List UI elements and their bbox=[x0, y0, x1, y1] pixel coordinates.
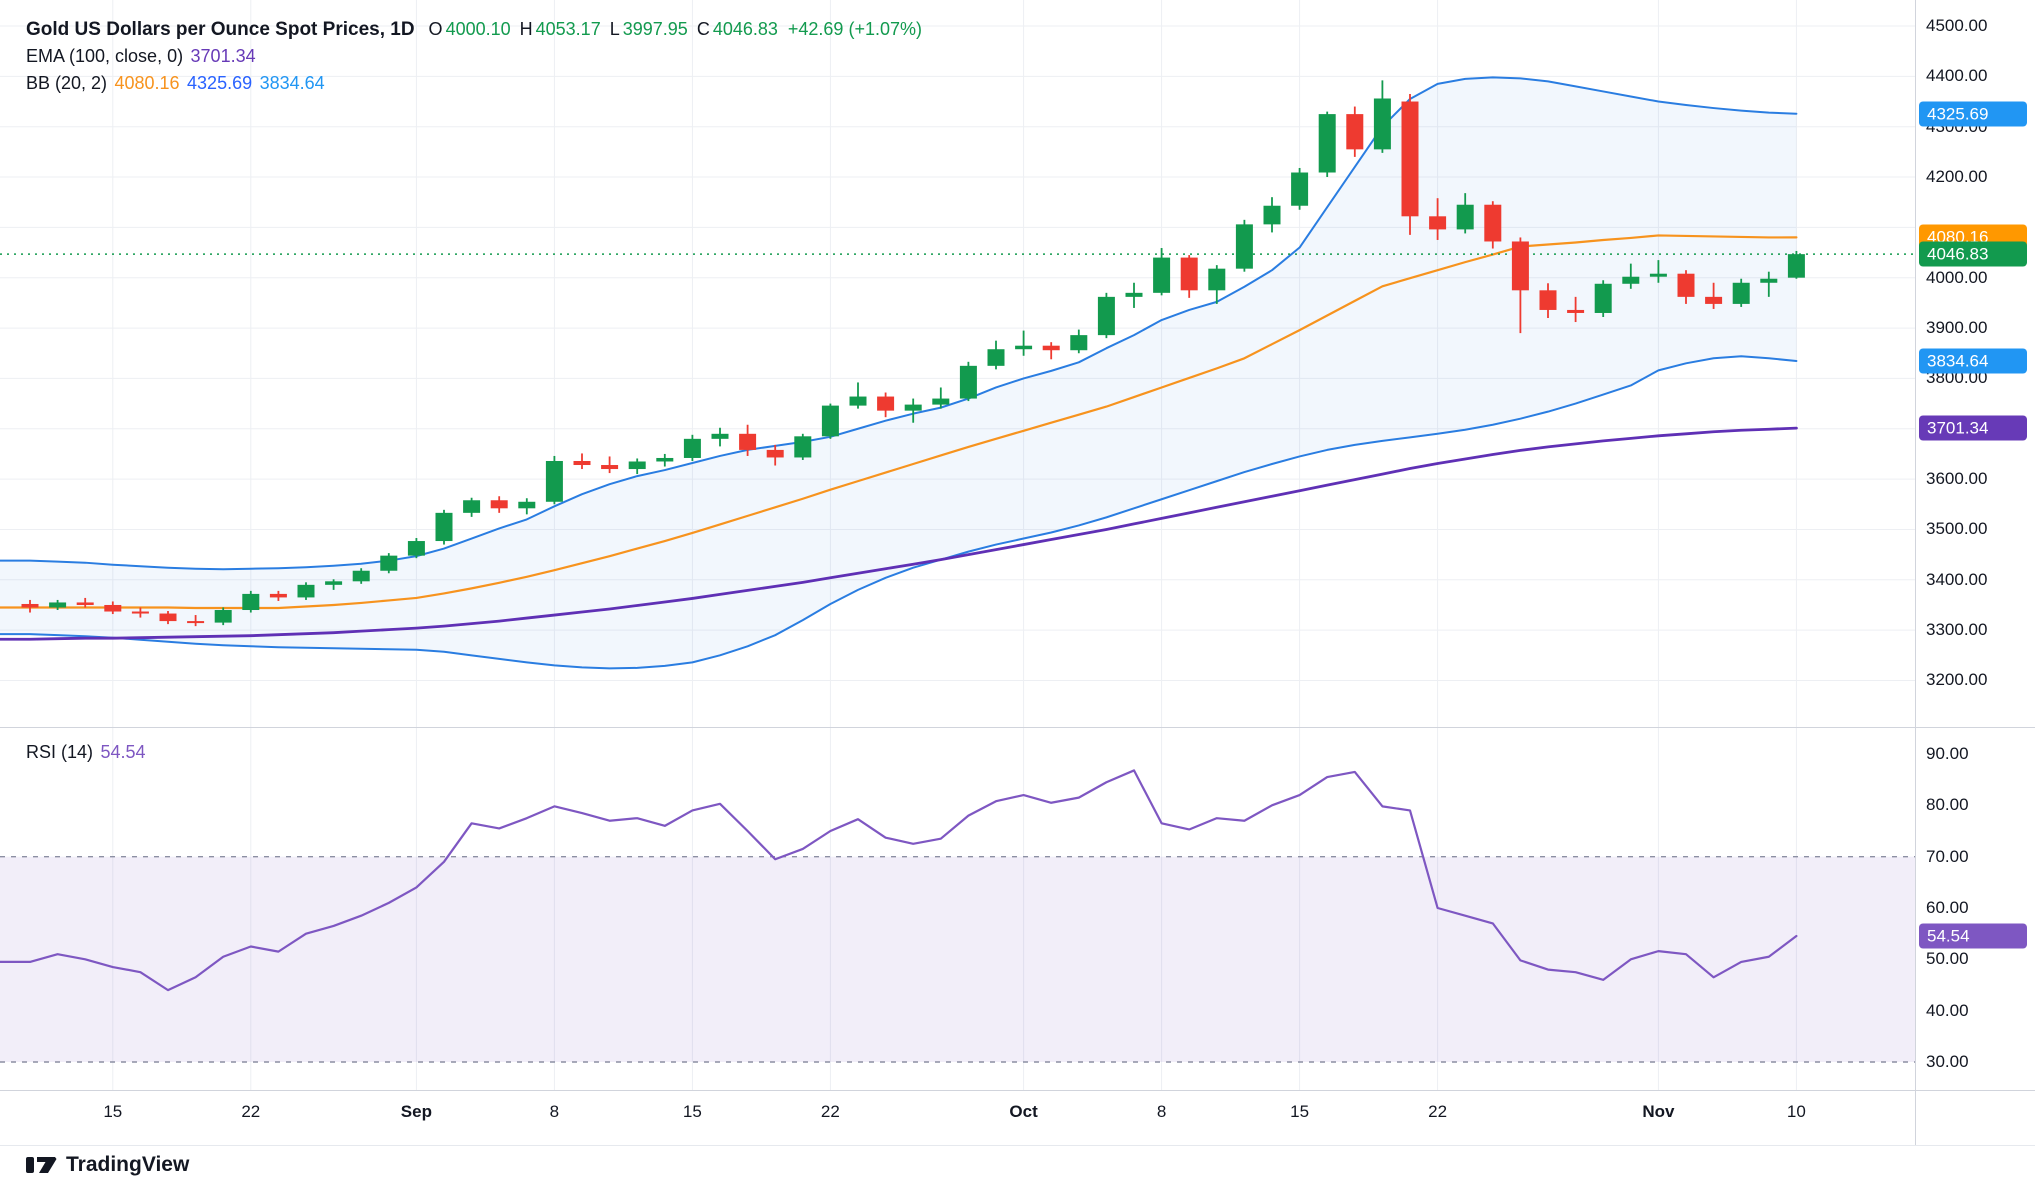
price-badge: 4325.69 bbox=[1919, 101, 2027, 127]
close-value: 4046.83 bbox=[712, 19, 778, 39]
time-tick-label: 15 bbox=[103, 1102, 123, 1121]
open-value: 4000.10 bbox=[445, 19, 511, 39]
rsi-tick-label: 30.00 bbox=[1926, 1051, 1969, 1071]
rsi-tick-label: 60.00 bbox=[1926, 897, 1969, 917]
price-tick-label: 4500.00 bbox=[1926, 16, 1988, 35]
price-scale[interactable]: 4500.004400.004300.004200.004000.003900.… bbox=[1916, 0, 2035, 1145]
footer-separator bbox=[0, 1145, 2035, 1146]
price-badge: 3834.64 bbox=[1919, 348, 2027, 374]
rsi-label: RSI (14) bbox=[26, 742, 94, 762]
rsi-level-lines bbox=[0, 855, 1915, 1063]
time-tick-label: 15 bbox=[1290, 1102, 1310, 1121]
bb-upper-line bbox=[0, 76, 1798, 571]
price-tick-label: 3900.00 bbox=[1926, 318, 1988, 338]
rsi-tick-label: 40.00 bbox=[1926, 1000, 1969, 1020]
time-tick-label: Sep bbox=[400, 1102, 432, 1121]
bb-upper-value: 4325.69 bbox=[187, 73, 253, 93]
rsi-value: 54.54 bbox=[100, 742, 146, 762]
price-tick-label: 3300.00 bbox=[1926, 620, 1988, 640]
tradingview-logo-link[interactable]: TradingView bbox=[24, 1151, 189, 1179]
time-scale[interactable]: 15 22 Sep 8 15 22 Oct 8 15 22 Nov 10 bbox=[0, 1091, 1915, 1145]
symbol-row[interactable]: Gold US Dollars per Ounce Spot Prices, 1… bbox=[26, 16, 922, 43]
price-tick-label: 4200.00 bbox=[1926, 167, 1988, 187]
time-tick-label: Nov bbox=[1642, 1102, 1675, 1121]
pane-separator[interactable] bbox=[0, 727, 2035, 728]
high-value: 4053.17 bbox=[535, 19, 601, 39]
time-tick-label: Oct bbox=[1009, 1102, 1038, 1121]
time-tick-label: 22 bbox=[820, 1102, 840, 1121]
rsi-zone-fill bbox=[0, 856, 1915, 1062]
bb-lower-line bbox=[0, 355, 1798, 670]
price-tick-label: 3500.00 bbox=[1926, 519, 1988, 539]
price-badge: 3701.34 bbox=[1919, 415, 2027, 441]
price-tick-label: 3400.00 bbox=[1926, 569, 1988, 589]
rsi-legend[interactable]: RSI (14) 54.54 bbox=[26, 739, 146, 767]
time-scale-separator bbox=[0, 1090, 2035, 1091]
ema-indicator-row[interactable]: EMA (100, close, 0) 3701.34 bbox=[26, 43, 922, 70]
candles-series bbox=[21, 80, 1805, 627]
change-value: +42.69 (+1.07%) bbox=[787, 19, 922, 39]
price-tick-label: 3200.00 bbox=[1926, 670, 1988, 690]
bb-fill bbox=[0, 77, 1797, 669]
close-label: C bbox=[696, 19, 710, 39]
rsi-tick-label: 90.00 bbox=[1926, 744, 1969, 763]
price-tick-label: 4000.00 bbox=[1926, 267, 1988, 287]
time-tick-label: 22 bbox=[1428, 1102, 1448, 1121]
footer: TradingView bbox=[24, 1151, 189, 1179]
grid-lines bbox=[0, 0, 1915, 1090]
open-label: O bbox=[428, 19, 443, 39]
price-badge: 4046.83 bbox=[1919, 241, 2027, 267]
low-value: 3997.95 bbox=[622, 19, 688, 39]
bb-basis-value: 4080.16 bbox=[114, 73, 180, 93]
ema-label: EMA (100, close, 0) bbox=[26, 46, 184, 66]
high-label: H bbox=[519, 19, 533, 39]
bb-label: BB (20, 2) bbox=[26, 73, 108, 93]
ema-line bbox=[0, 426, 1798, 641]
bb-indicator-row[interactable]: BB (20, 2) 4080.16 4325.69 3834.64 bbox=[26, 70, 922, 97]
bb-basis-line bbox=[0, 234, 1798, 610]
low-label: L bbox=[609, 19, 620, 39]
time-tick-label: 8 bbox=[1156, 1102, 1167, 1121]
time-tick-label: 22 bbox=[241, 1102, 261, 1121]
rsi-tick-label: 80.00 bbox=[1926, 795, 1969, 815]
price-tick-label: 4400.00 bbox=[1926, 66, 1988, 86]
symbol-title: Gold US Dollars per Ounce Spot Prices, 1… bbox=[26, 19, 415, 40]
time-tick-label: 10 bbox=[1786, 1102, 1806, 1121]
rsi-tick-label: 50.00 bbox=[1926, 949, 1969, 969]
price-tick-label: 3600.00 bbox=[1926, 469, 1988, 489]
rsi-tick-label: 70.00 bbox=[1926, 846, 1969, 866]
time-tick-label: 15 bbox=[682, 1102, 702, 1121]
tradingview-logo-icon bbox=[26, 1157, 57, 1173]
price-scale-border bbox=[1915, 0, 1916, 1145]
main-legend: Gold US Dollars per Ounce Spot Prices, 1… bbox=[26, 16, 922, 97]
time-tick-label: 8 bbox=[549, 1102, 560, 1121]
rsi-badge: 54.54 bbox=[1919, 923, 2027, 949]
rsi-line bbox=[0, 769, 1798, 992]
brand-name: TradingView bbox=[66, 1153, 190, 1176]
bb-lower-value: 3834.64 bbox=[259, 73, 325, 93]
ema-value: 3701.34 bbox=[190, 46, 256, 66]
